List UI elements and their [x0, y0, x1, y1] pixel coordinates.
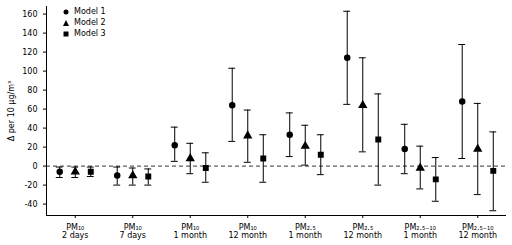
svg-text:-40: -40	[24, 200, 37, 209]
svg-text:100: 100	[22, 67, 37, 76]
svg-text:120: 120	[22, 48, 37, 57]
html-text:Model 1: Model 1	[74, 7, 106, 16]
html-text:Model 2: Model 2	[74, 18, 106, 27]
svg-text:Δ per 10 µg/m³: Δ per 10 µg/m³	[7, 81, 16, 141]
svg-text:PM₂.₅12 month: PM₂.₅12 month	[343, 223, 382, 240]
svg-text:PM₂.₅₋₁₀12 month: PM₂.₅₋₁₀12 month	[458, 223, 497, 240]
html-text:Model 3: Model 3	[74, 29, 106, 38]
svg-text:140: 140	[22, 29, 37, 38]
svg-text:60: 60	[27, 105, 37, 114]
svg-text:PM₂.₅₋₁₀1 month: PM₂.₅₋₁₀1 month	[403, 223, 437, 240]
svg-text:20: 20	[27, 143, 37, 152]
svg-text:0: 0	[32, 162, 37, 171]
svg-text:160: 160	[22, 10, 37, 19]
svg-text:PM₁₀7 days: PM₁₀7 days	[119, 223, 146, 240]
svg-text:PM₁₀12 month: PM₁₀12 month	[228, 223, 267, 240]
svg-text:PM₁₀1 month: PM₁₀1 month	[173, 223, 207, 240]
svg-text:PM₁₀2 days: PM₁₀2 days	[62, 223, 89, 240]
svg-text:-20: -20	[24, 181, 37, 190]
svg-text:PM₂.₅1 month: PM₂.₅1 month	[288, 223, 322, 240]
svg-text:80: 80	[27, 86, 37, 95]
svg-text:40: 40	[27, 124, 37, 133]
